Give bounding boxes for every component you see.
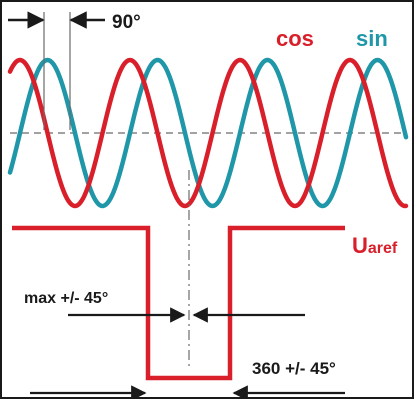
uaref-label: Uaref [352, 233, 398, 258]
phase-shift-label: 90° [112, 12, 141, 33]
cos-label: cos [276, 26, 314, 51]
uaref-pulse [12, 225, 345, 381]
cos-wave [7, 57, 409, 209]
period-label: 360 +/- 45° [252, 359, 336, 378]
uaref-main: U [352, 233, 368, 258]
sin-label: sin [356, 26, 388, 51]
sin-wave [7, 57, 409, 209]
pulse-width-label: max +/- 45° [24, 290, 108, 307]
uaref-subscript: aref [368, 240, 398, 257]
